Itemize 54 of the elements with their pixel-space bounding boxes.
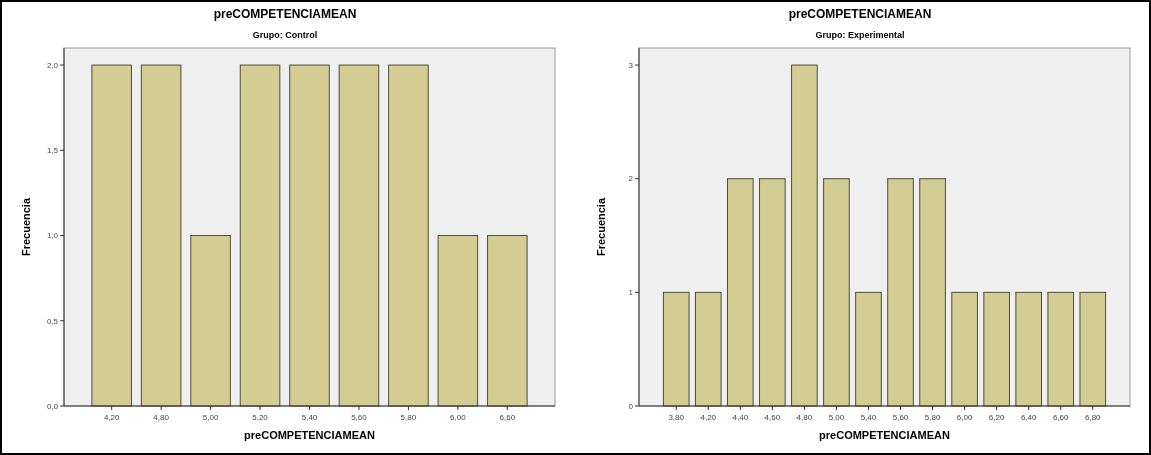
x-tick-label: 6,20 (988, 413, 1005, 422)
bar (791, 64, 818, 407)
y-axis-title: Frecuencia (595, 197, 607, 257)
x-axis-title: preCOMPETENCIAMEAN (819, 429, 950, 441)
bar (951, 291, 978, 407)
x-tick-label: 4,20 (103, 413, 121, 422)
x-tick-label: 5,40 (860, 413, 877, 422)
x-tick-label: 5,00 (828, 413, 845, 422)
bar (1015, 291, 1042, 407)
bar (887, 178, 914, 407)
x-tick-label: 5,00 (202, 413, 219, 422)
x-tick-label: 4,20 (700, 413, 717, 422)
bar (662, 291, 690, 407)
x-tick-label: 6,40 (1020, 413, 1038, 422)
chart-title: preCOMPETENCIAMEAN (788, 7, 932, 21)
bar (919, 178, 946, 407)
bar (726, 178, 754, 407)
x-tick-label: 6,00 (450, 413, 467, 422)
bar (855, 291, 882, 407)
y-tick-label: 1,0 (46, 231, 59, 241)
y-tick-label: 3 (628, 60, 634, 70)
x-tick-label: 6,60 (499, 413, 516, 422)
bar (759, 178, 786, 407)
x-tick-label: 4,80 (796, 413, 813, 422)
x-tick-label: 5,20 (252, 413, 269, 422)
chart-subtitle: Grupo: Control (252, 30, 318, 40)
x-axis-title: preCOMPETENCIAMEAN (244, 429, 375, 441)
x-tick-label: 6,60 (1052, 413, 1070, 422)
y-tick-label: 0 (628, 401, 634, 411)
y-tick-label: 0,0 (46, 401, 59, 411)
y-tick-label: 2,0 (46, 60, 59, 70)
x-tick-label: 5,80 (924, 413, 941, 422)
x-tick-label: 5,60 (351, 413, 368, 422)
chart-title: preCOMPETENCIAMEAN (213, 7, 357, 21)
x-tick-label: 5,80 (400, 413, 417, 422)
x-tick-label: 4,40 (732, 413, 749, 422)
y-tick-label: 0,5 (46, 316, 59, 326)
y-tick-label: 2 (628, 174, 634, 184)
x-tick-label: 6,00 (956, 413, 973, 422)
bar (983, 291, 1010, 407)
bar (823, 178, 850, 407)
x-tick-label: 5,40 (301, 413, 318, 422)
x-tick-label: 5,60 (892, 413, 909, 422)
y-axis-title: Frecuencia (20, 197, 32, 257)
x-tick-label: 4,80 (153, 413, 170, 422)
bar (694, 291, 722, 407)
y-tick-label: 1,5 (46, 146, 59, 156)
x-tick-label: 4,60 (764, 413, 781, 422)
x-tick-label: 3,80 (668, 413, 685, 422)
y-tick-label: 1 (628, 288, 634, 298)
x-tick-label: 6,80 (1084, 413, 1102, 422)
bar (1047, 291, 1075, 407)
bar (1079, 291, 1107, 407)
chart-subtitle: Grupo: Experimental (815, 30, 905, 40)
